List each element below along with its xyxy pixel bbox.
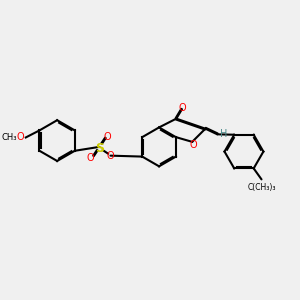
Text: O: O (103, 132, 111, 142)
Text: O: O (178, 103, 186, 113)
Text: O: O (106, 151, 114, 160)
Text: O: O (87, 153, 94, 163)
Text: C(CH₃)₃: C(CH₃)₃ (247, 183, 276, 192)
Text: O: O (190, 140, 197, 150)
Text: S: S (95, 142, 104, 155)
Text: CH₃: CH₃ (2, 133, 17, 142)
Text: O: O (16, 133, 24, 142)
Text: H: H (220, 129, 228, 139)
